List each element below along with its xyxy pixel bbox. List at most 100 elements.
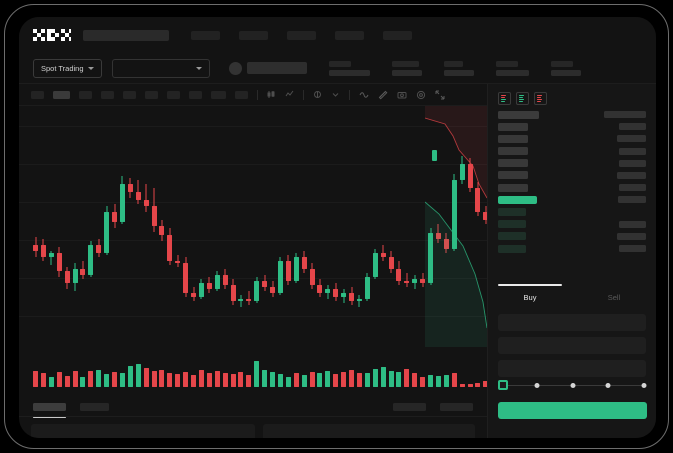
nav-item-markets[interactable] [191, 30, 220, 40]
volume-bar-25 [230, 374, 236, 387]
last-price [246, 62, 307, 74]
orders-tab-0[interactable] [33, 403, 66, 418]
orderbook-both-icon[interactable] [498, 92, 511, 105]
orderbook-rows[interactable] [488, 110, 656, 253]
nav-item-more[interactable] [383, 30, 412, 40]
line-chart-icon[interactable] [359, 90, 369, 99]
submit-buy-button[interactable] [498, 402, 647, 419]
slider-node-25[interactable] [534, 382, 540, 388]
toolbar-divider [257, 89, 258, 100]
settings-icon[interactable] [416, 90, 426, 100]
orderbook-ask-row-3-size [619, 159, 646, 167]
timeframe-2[interactable] [79, 90, 92, 99]
orderbook-asks-icon[interactable] [534, 92, 547, 105]
candle-body-41 [356, 298, 362, 301]
amount-field[interactable] [498, 360, 646, 377]
orders-action-1[interactable] [440, 403, 473, 411]
orderbook-ask-row-1[interactable] [498, 134, 646, 143]
candlestick-icon[interactable] [267, 90, 276, 99]
orderbook-ask-row-0[interactable] [498, 122, 646, 131]
orders-action-0[interactable] [393, 403, 426, 411]
candle-52 [443, 106, 449, 347]
slider-handle[interactable] [498, 380, 508, 390]
volume-bar-8 [96, 370, 102, 387]
volume-bar-31 [277, 374, 283, 387]
candle-body-20 [191, 292, 196, 297]
market-stat-label-1 [391, 60, 419, 67]
candle-16 [159, 106, 165, 347]
volume-bar-7 [88, 370, 94, 387]
orders-tab-1[interactable] [80, 403, 109, 411]
market-stat-label-4 [550, 60, 573, 67]
candle-body-0 [33, 244, 38, 251]
volume-bar-43 [372, 369, 378, 387]
timeframe-6[interactable] [167, 90, 180, 99]
price-chart[interactable] [19, 106, 487, 347]
candle-body-30 [270, 286, 275, 293]
candle-21 [198, 106, 204, 347]
timeframe-5[interactable] [145, 90, 158, 99]
orderbook-ask-row-3[interactable] [498, 159, 646, 168]
orderbook-bids-icon[interactable] [516, 92, 529, 105]
orderbook-ask-row-5[interactable] [498, 183, 646, 192]
candle-31 [277, 106, 283, 347]
volume-bar-17 [167, 373, 173, 387]
orderbook-spread-row[interactable] [498, 195, 646, 204]
market-stat-value-1 [391, 69, 422, 76]
market-stat-value-3 [495, 69, 529, 76]
orderbook-ask-row-2[interactable] [498, 147, 646, 156]
timeframe-0[interactable] [31, 90, 44, 99]
orderbook-header[interactable] [498, 110, 646, 119]
depth-chart-overlay [424, 106, 487, 347]
volume-bar-50 [428, 374, 433, 387]
chevron-down-icon [195, 66, 202, 70]
market-type-selector[interactable]: Spot Trading [33, 58, 102, 78]
tab-sell[interactable]: Sell [572, 284, 656, 310]
orderbook-bid-row-2[interactable] [498, 232, 646, 241]
orderbook-ask-row-1-size [617, 135, 646, 143]
volume-bar-53 [451, 373, 457, 387]
slider-node-50[interactable] [570, 382, 575, 388]
candle-body-2 [48, 252, 54, 257]
orderbook-bid-row-3[interactable] [498, 244, 646, 253]
candle-body-17 [167, 234, 173, 261]
volume-bar-0 [33, 371, 38, 387]
okx-logo[interactable] [33, 29, 71, 41]
chevron-down-icon[interactable] [331, 90, 340, 99]
tab-buy[interactable]: Buy [488, 284, 572, 310]
volume-bar-15 [151, 371, 157, 387]
compare-icon[interactable] [313, 90, 322, 99]
percent-slider[interactable] [498, 380, 647, 390]
timeframe-9[interactable] [235, 90, 248, 99]
candle-body-33 [293, 256, 299, 281]
indicator-icon[interactable] [285, 90, 294, 99]
timeframe-8[interactable] [211, 90, 226, 99]
search-input[interactable] [83, 29, 169, 41]
camera-icon[interactable] [397, 90, 407, 99]
nav-item-derivatives[interactable] [287, 30, 316, 40]
slider-node-100[interactable] [641, 382, 647, 388]
orderbook-bid-row-2-size [617, 232, 646, 240]
timeframe-1[interactable] [53, 90, 70, 99]
ruler-icon[interactable] [378, 90, 388, 100]
orderbook-ask-row-4[interactable] [498, 171, 646, 180]
order-type-field[interactable] [498, 314, 646, 331]
price-field[interactable] [498, 337, 646, 354]
candle-body-21 [198, 282, 204, 297]
nav-item-trade[interactable] [239, 30, 268, 40]
candle-3 [56, 106, 62, 347]
timeframe-4[interactable] [123, 90, 136, 99]
fullscreen-icon[interactable] [435, 90, 445, 100]
orderbook-bid-row-1[interactable] [498, 220, 646, 229]
candle-body-51 [435, 232, 441, 239]
orders-panel-right [262, 424, 475, 438]
nav-item-earn[interactable] [335, 30, 364, 40]
slider-node-75[interactable] [605, 382, 611, 388]
coin-avatar [228, 61, 242, 75]
pair-selector[interactable] [111, 58, 210, 78]
orderbook-bid-row-2-price [498, 232, 526, 241]
timeframe-7[interactable] [189, 90, 202, 99]
orderbook-bid-row-0[interactable] [498, 208, 646, 217]
candle-25 [230, 106, 236, 347]
timeframe-3[interactable] [101, 90, 114, 99]
